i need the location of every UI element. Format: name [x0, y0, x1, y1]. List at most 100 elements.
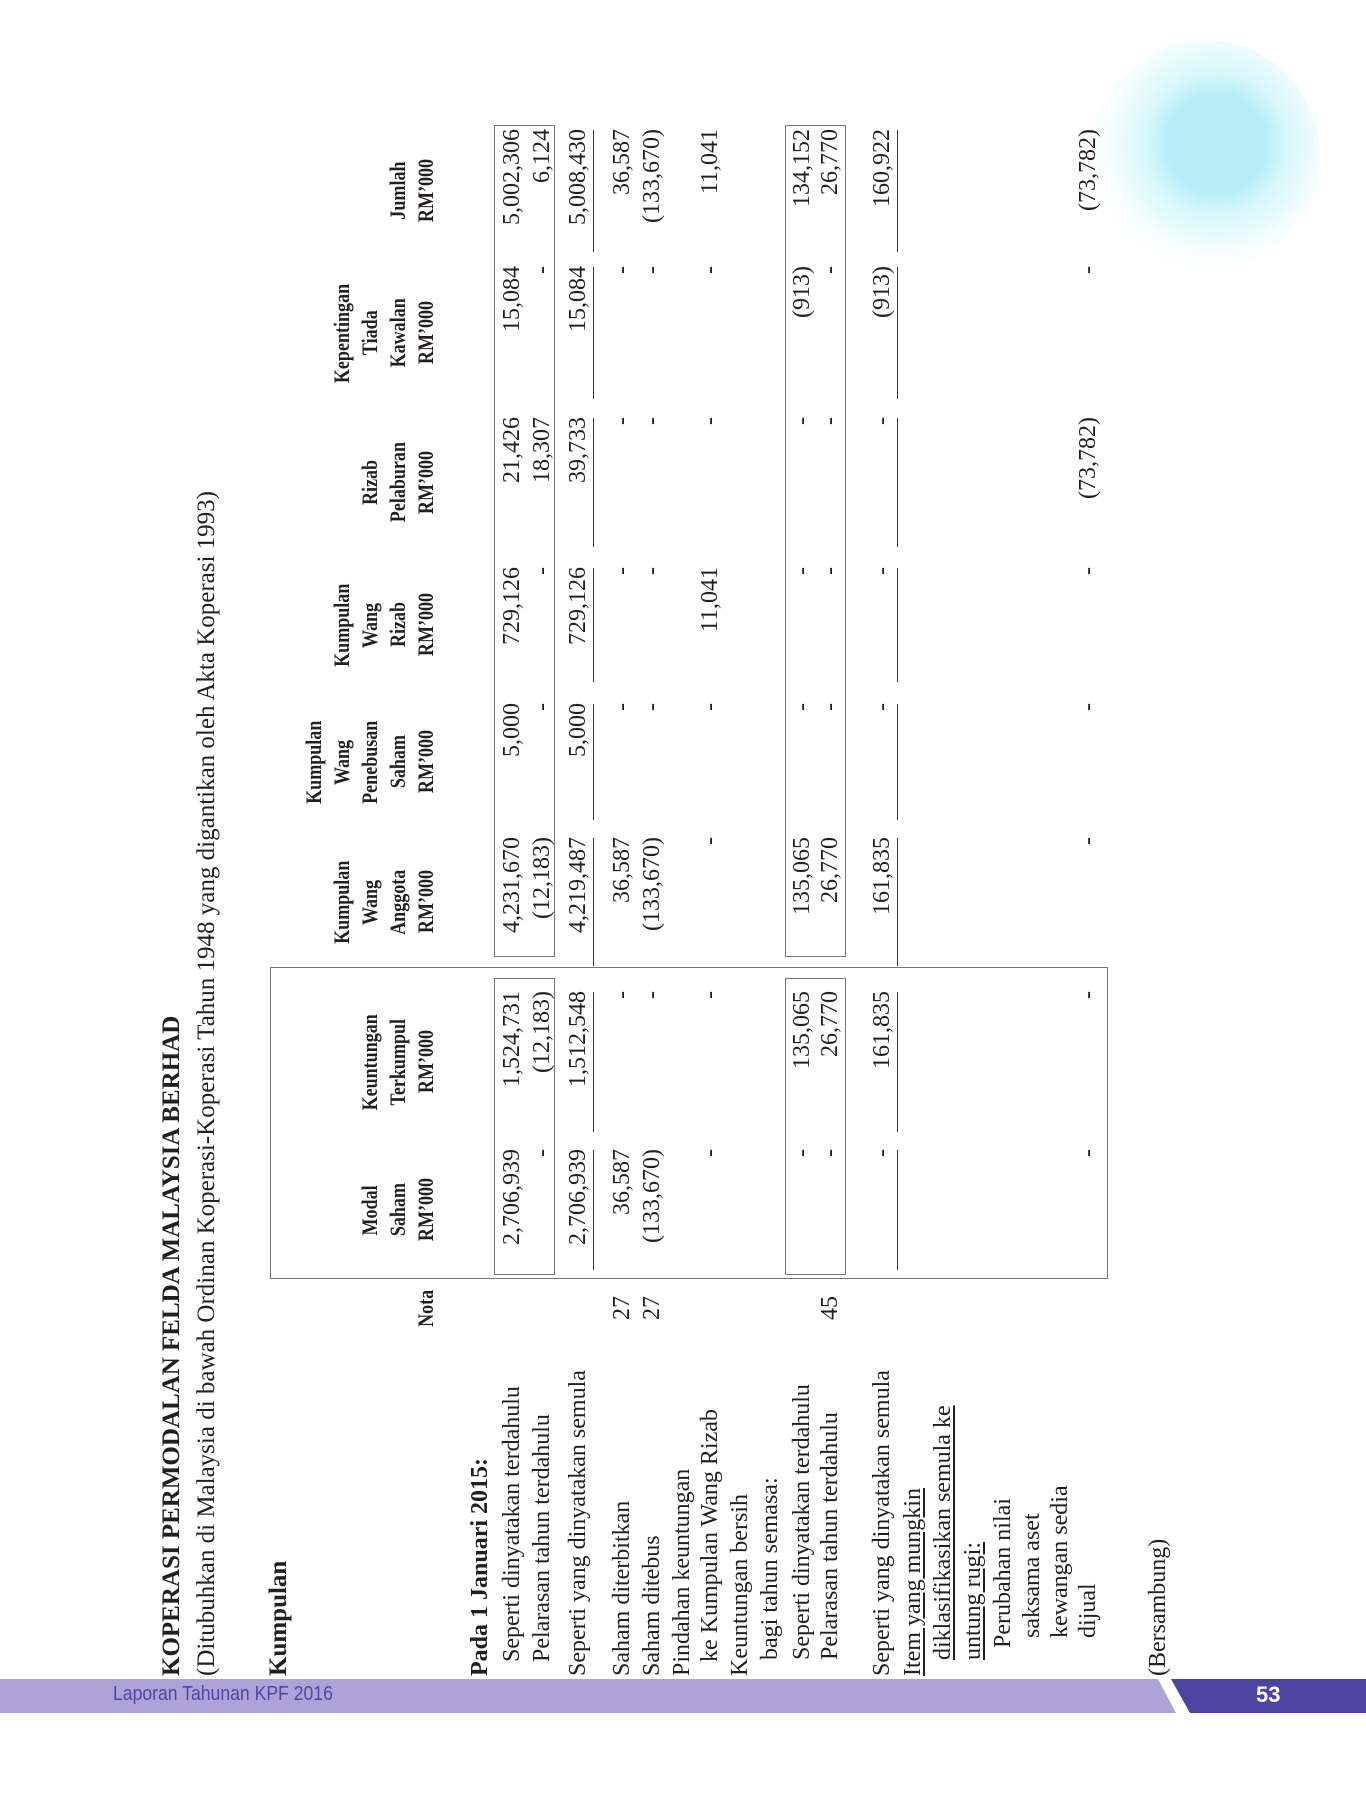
table-cell: - — [697, 837, 723, 845]
row-label-text: Saham ditebus — [639, 1535, 665, 1676]
row-label-text: bagi tahun semasa: — [757, 1477, 783, 1660]
table-cell: 15,084 — [565, 266, 591, 332]
column-header-line: Modal — [357, 1184, 382, 1236]
table-cell: 4,219,487 — [565, 837, 591, 933]
row-note-ref: 27 — [609, 1296, 635, 1320]
table-cell: - — [697, 703, 723, 711]
row-label: Pelarasan tahun terdahulu — [815, 1412, 845, 1676]
column-header-line: Wang — [357, 602, 382, 648]
table-cell: 5,000 — [565, 703, 591, 757]
table-cell: - — [529, 567, 555, 575]
row-label: Seperti yang dinyatakan semula — [563, 1370, 593, 1676]
table-cell: - — [817, 703, 843, 711]
row-label: Seperti yang dinyatakan semula — [867, 1370, 897, 1676]
column-header-line: Terkumpul — [385, 1018, 410, 1106]
subtotal-underline — [897, 1150, 898, 1270]
table-cell: - — [697, 991, 723, 999]
table-cell: - — [639, 567, 665, 575]
row-label: Keuntungan bersih — [725, 1494, 755, 1676]
document-subtitle: (Ditubuhkan di Malaysia di bawah Ordinan… — [193, 490, 220, 1676]
column-header-line: Saham — [385, 1183, 410, 1237]
subtotal-underline — [593, 418, 594, 547]
column-header-line: Wang — [329, 739, 354, 785]
row-label-text: Seperti yang dinyatakan semula — [869, 1370, 895, 1676]
column-header-line: Keuntungan — [357, 1013, 382, 1111]
column-header-line: Rizab — [357, 459, 382, 506]
row-label: bagi tahun semasa: — [755, 1477, 785, 1676]
table-cell: 135,065 — [789, 837, 815, 915]
row-label-text: Pindahan keuntungan — [669, 1468, 695, 1676]
column-header: Kumpulan Wang Penebusan Saham RM’000 — [290, 700, 440, 824]
column-header-line: Anggota — [385, 869, 410, 935]
column-header: Modal Saham RM’000 — [290, 1146, 440, 1274]
subtotal-underline — [593, 704, 594, 820]
table-cell: 26,770 — [817, 837, 843, 903]
column-header-line: RM’000 — [413, 1178, 438, 1242]
row-label: Seperti dinyatakan terdahulu — [787, 1384, 817, 1676]
table-cell: - — [639, 266, 665, 274]
column-header: Kepentingan Tiada Kawalan RM’000 — [290, 263, 440, 403]
table-cell: 21,426 — [499, 417, 525, 483]
column-header-line: Kepentingan — [329, 283, 354, 383]
row-label-text: diklasifikasikan semula ke — [930, 1405, 956, 1660]
row-label: Pada 1 Januari 2015: — [465, 1458, 495, 1676]
column-header-line: RM’000 — [413, 870, 438, 934]
table-cell: 160,922 — [869, 129, 895, 207]
footer-bar — [0, 1679, 1176, 1713]
column-header-line: Rizab — [385, 602, 410, 648]
table-cell: 18,307 — [529, 417, 555, 483]
row-label-text: Seperti yang dinyatakan semula — [565, 1370, 591, 1676]
subtotal-underline — [897, 838, 898, 966]
table-cell: (913) — [789, 266, 815, 318]
column-header-line: RM’000 — [413, 593, 438, 657]
column-header-line: RM’000 — [413, 1030, 438, 1094]
table-cell: 36,587 — [609, 1149, 635, 1215]
column-header-line: RM’000 — [413, 301, 438, 365]
document-title: KOPERASI PERMODALAN FELDA MALAYSIA BERHA… — [158, 1015, 185, 1676]
row-label: diklasifikasikan semula ke — [928, 1405, 958, 1676]
row-note-ref: 45 — [817, 1296, 843, 1320]
row-label-text: Perubahan nilai — [990, 1498, 1016, 1648]
column-header: Rizab Pelaburan RM’000 — [290, 414, 440, 551]
subtotal-underline — [593, 838, 594, 966]
column-header-line: Kawalan — [385, 298, 410, 368]
table-cell: 36,587 — [609, 837, 635, 903]
table-cell: - — [609, 417, 635, 425]
table-cell: 11,041 — [697, 129, 723, 195]
row-label-text: saksama aset — [1019, 1513, 1045, 1638]
table-cell: 5,008,430 — [565, 129, 591, 225]
footer-page-tab — [1171, 1679, 1366, 1713]
table-cell: 11,041 — [697, 567, 723, 633]
table-cell: - — [697, 1149, 723, 1157]
column-header-line: Jumlah — [385, 161, 410, 221]
column-header-line: Tiada — [357, 310, 382, 356]
row-label: Perubahan nilai — [988, 1498, 1018, 1676]
page-number: 53 — [1256, 1682, 1281, 1707]
row-label-text: ke Kumpulan Wang Rizab — [697, 1409, 723, 1662]
subtotal-underline — [897, 568, 898, 682]
table-cell: 161,835 — [869, 991, 895, 1069]
row-label: Saham diterbitkan — [607, 1501, 637, 1676]
table-cell: - — [817, 417, 843, 425]
subtotal-underline — [593, 568, 594, 682]
subtotal-underline — [897, 992, 898, 1132]
table-cell: - — [1075, 1149, 1101, 1157]
continued-note: (Bersambung) — [1145, 1538, 1171, 1676]
table-cell: 4,231,670 — [499, 837, 525, 933]
subtotal-underline — [593, 267, 594, 399]
table-cell: - — [609, 991, 635, 999]
column-header-line: Kumpulan — [329, 583, 354, 667]
table-cell: - — [1075, 567, 1101, 575]
table-cell: 39,733 — [565, 417, 591, 483]
table-cell: - — [697, 266, 723, 274]
table-cell: - — [789, 417, 815, 425]
table-cell: (133,670) — [639, 837, 665, 931]
table-cell: - — [869, 703, 895, 711]
table-cell: 2,706,939 — [499, 1149, 525, 1245]
column-header: Kumpulan Wang Anggota RM’000 — [290, 834, 440, 970]
row-label: Item yang mungkin — [898, 1488, 928, 1676]
table-cell: - — [869, 567, 895, 575]
table-cell: (73,782) — [1075, 417, 1101, 499]
table-cell: - — [529, 1149, 555, 1157]
table-cell: - — [869, 1149, 895, 1157]
